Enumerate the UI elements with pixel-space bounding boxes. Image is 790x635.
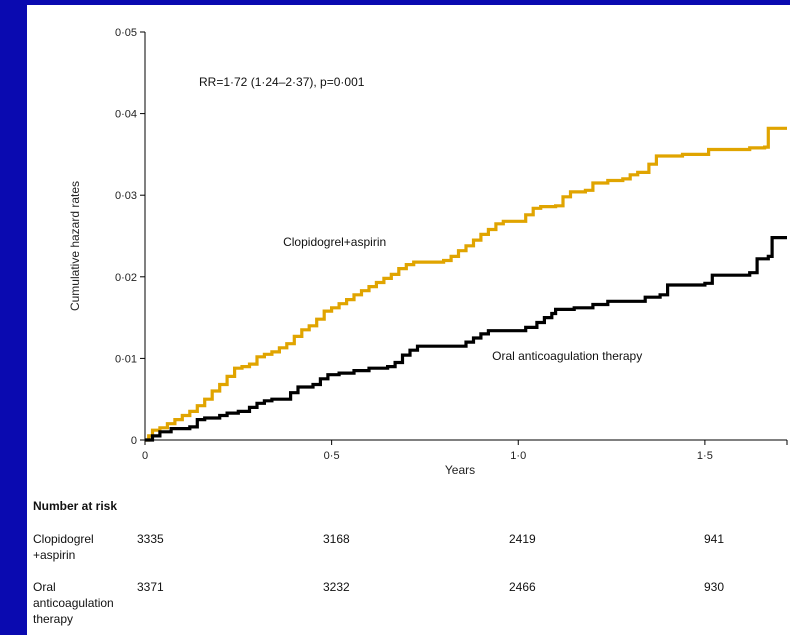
risk-row-label-oral-anticoagulation: Oral anticoagulation therapy (33, 579, 133, 627)
risk-value: 941 (704, 532, 725, 546)
risk-value: 3335 (137, 532, 164, 546)
risk-value: 2419 (509, 532, 536, 546)
chart-panel: 0 0·01 0·02 0·03 0·04 0·05 0 0·5 1·0 1·5 Years Cumu… (27, 5, 790, 635)
risk-table-title: Number at risk (33, 499, 118, 513)
y-tick-label: 0·02 (115, 272, 137, 284)
y-tick-label: 0·01 (115, 353, 137, 365)
x-tick-label: 1·0 (510, 450, 526, 462)
rr-annotation: RR=1·72 (1·24–2·37), p=0·001 (199, 75, 365, 89)
x-tick-label: 1·5 (697, 450, 713, 462)
risk-value: 930 (704, 580, 725, 594)
risk-label-line: anticoagulation (33, 596, 114, 610)
series-line-oral-anticoagulation (145, 236, 787, 442)
y-tick-label: 0 (131, 435, 137, 447)
risk-label-line: Oral (33, 580, 56, 594)
risk-row-label-clopidogrel: Clopidogrel +aspirin (33, 531, 133, 563)
risk-value: 3371 (137, 580, 164, 594)
x-tick-label: 0 (142, 450, 148, 462)
x-tick-label: 0·5 (324, 450, 340, 462)
series-label: Clopidogrel+aspirin (283, 235, 386, 249)
x-axis-label: Years (445, 463, 475, 477)
risk-label-line: therapy (33, 612, 74, 626)
risk-label-line: Clopidogrel (33, 532, 94, 546)
y-tick-label: 0·04 (115, 109, 137, 121)
hazard-chart: 0 0·01 0·02 0·03 0·04 0·05 0 0·5 1·0 1·5 Years Cumu… (68, 27, 788, 477)
risk-label-line: +aspirin (33, 548, 76, 562)
series-line-clopidogrel (145, 126, 787, 442)
y-tick-label: 0·05 (115, 27, 137, 39)
risk-value: 3232 (323, 580, 350, 594)
y-tick-label: 0·03 (115, 190, 137, 202)
risk-value: 3168 (323, 532, 350, 546)
y-axis-label: Cumulative hazard rates (68, 181, 82, 311)
risk-value: 2466 (509, 580, 536, 594)
series-label: Oral anticoagulation therapy (492, 349, 642, 363)
